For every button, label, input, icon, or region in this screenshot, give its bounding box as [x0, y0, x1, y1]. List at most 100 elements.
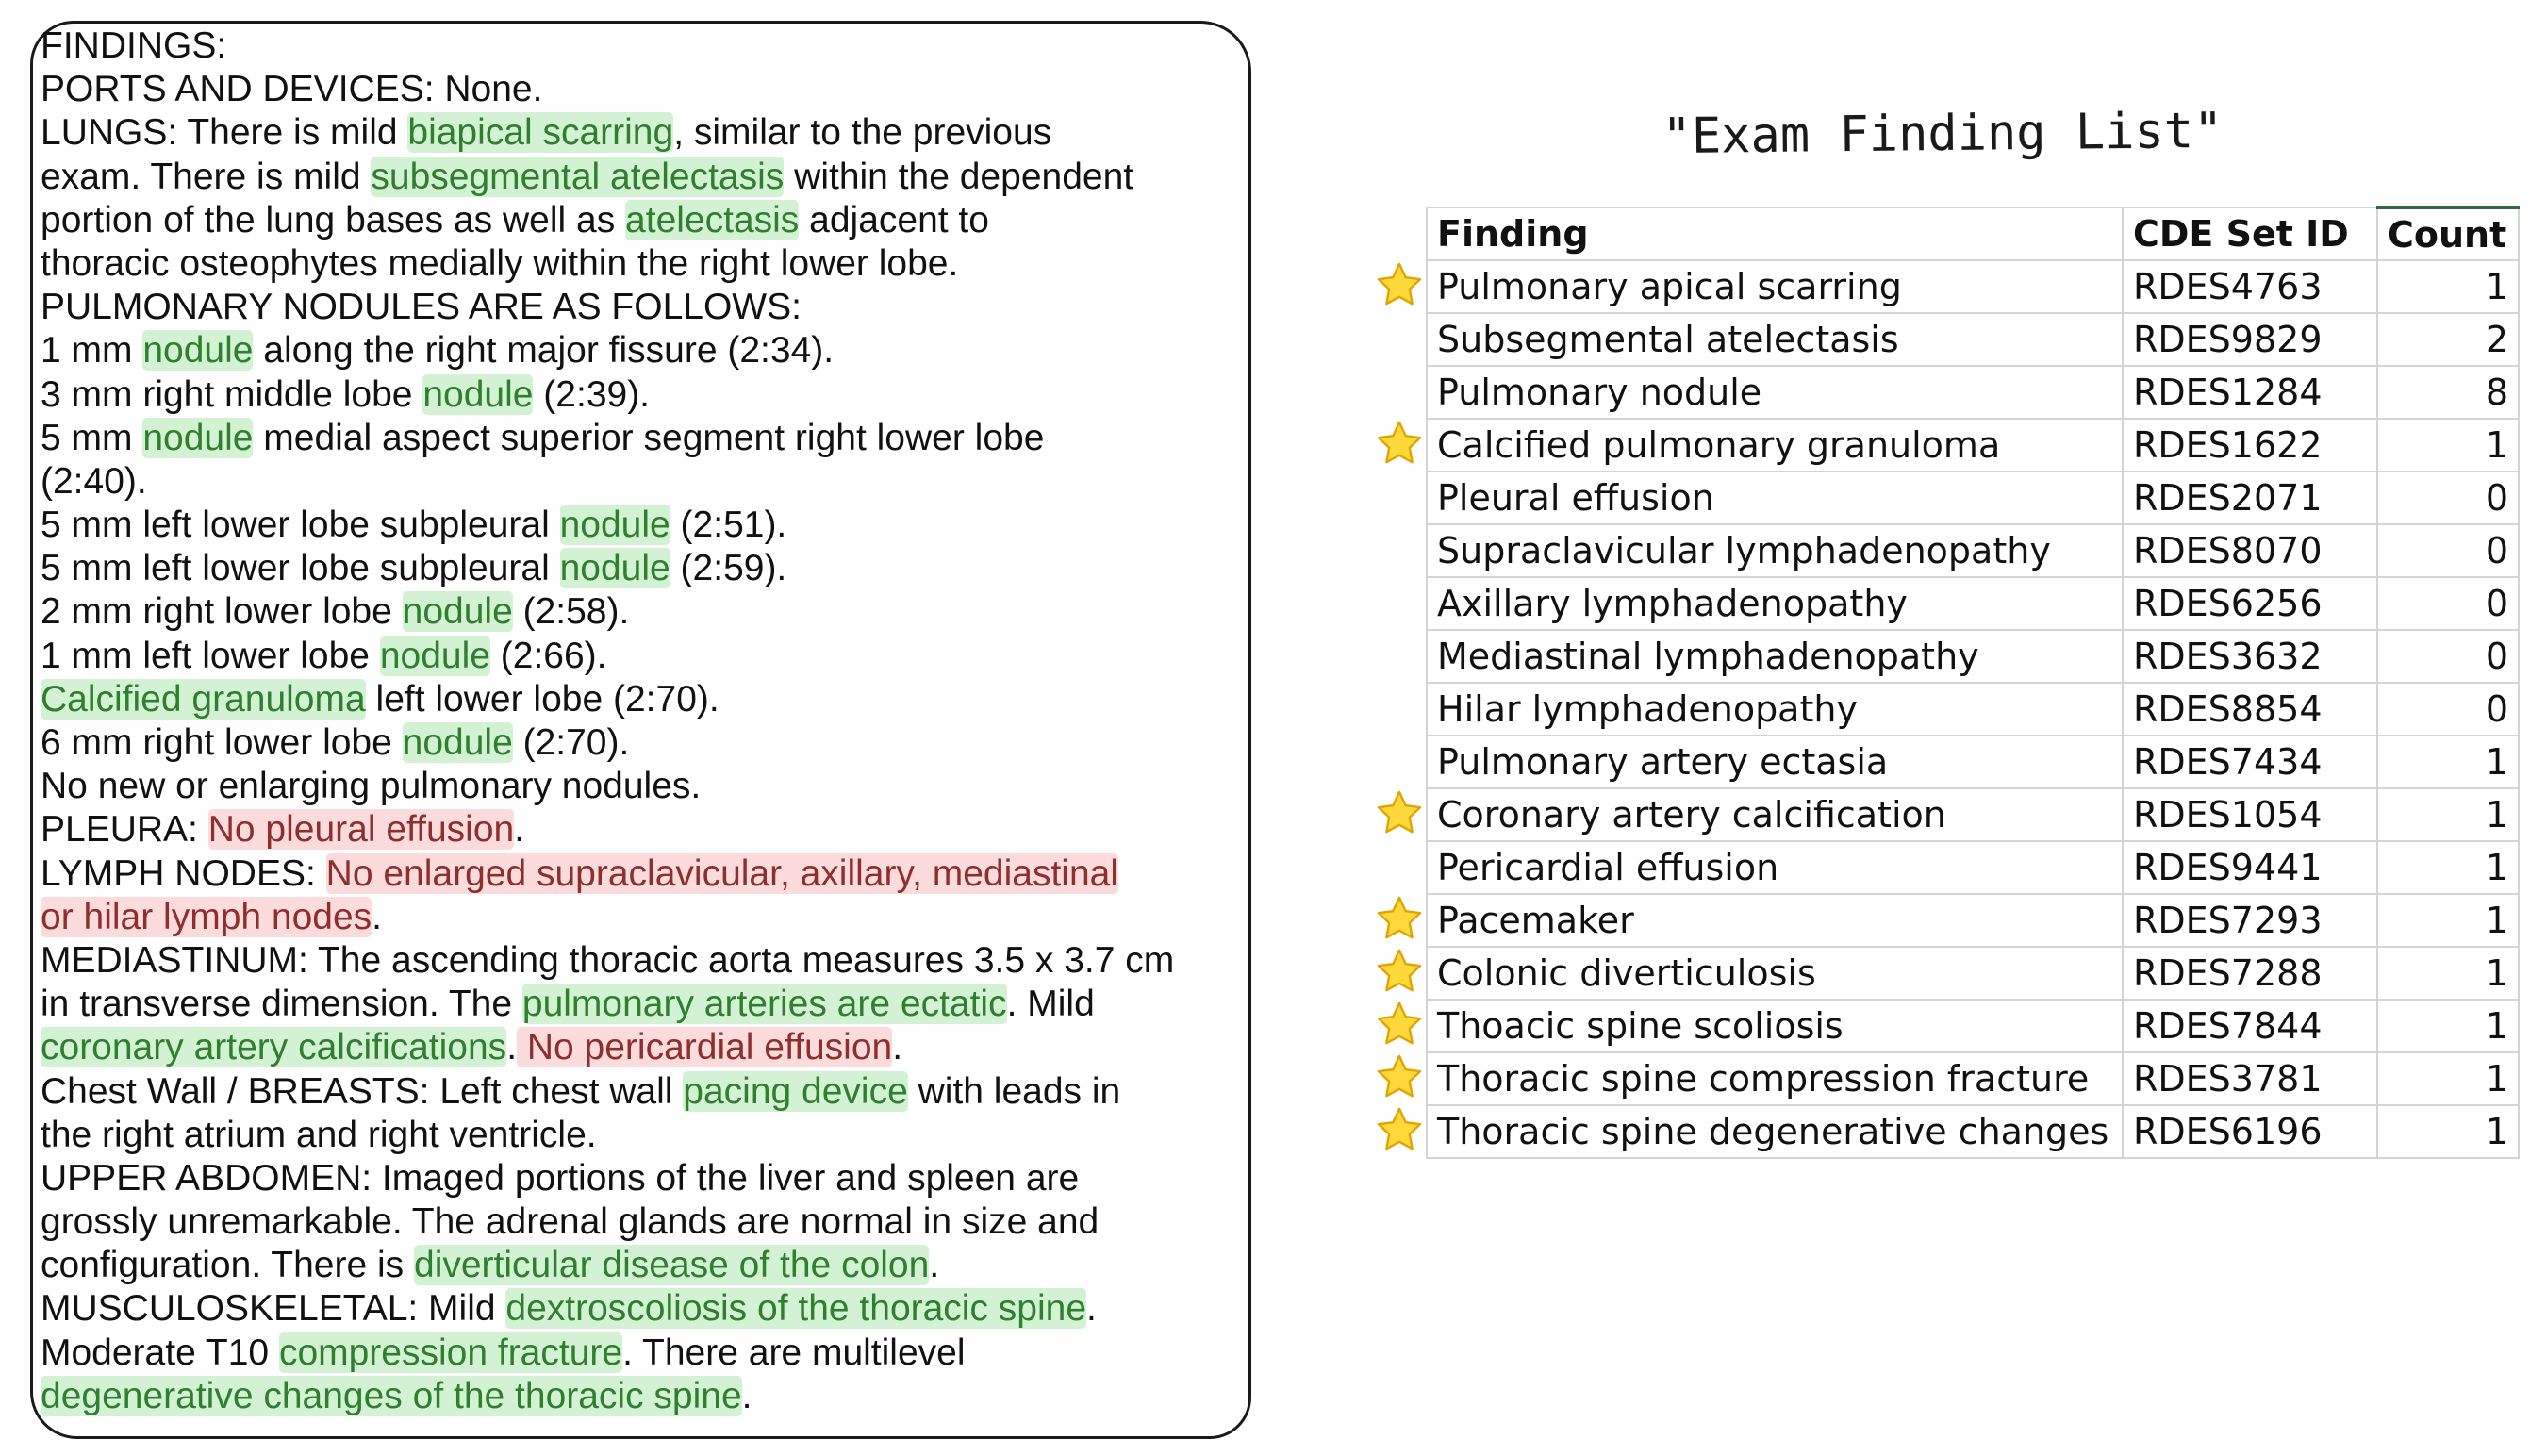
report-text-segment: .: [892, 1027, 903, 1068]
finding-cell: Coronary artery calcification: [1426, 787, 2124, 842]
report-text-segment: . There are multilevel: [622, 1332, 966, 1373]
count-cell: 1: [2376, 787, 2520, 842]
positive-finding-highlight: nodule: [379, 635, 490, 676]
cde-set-id-cell: RDES9441: [2122, 840, 2378, 895]
count-cell: 1: [2376, 1104, 2520, 1159]
cde-set-id-cell: RDES8070: [2122, 523, 2378, 578]
report-text-segment: .: [929, 1245, 940, 1286]
report-line: Chest Wall / BREASTS: Left chest wall pa…: [41, 1070, 1238, 1114]
table-header-row: Finding CDE Set ID Count: [1426, 206, 2520, 261]
table-row: Thoacic spine scoliosis RDES7844 1: [1426, 999, 2520, 1053]
report-text-segment: MUSCULOSKELETAL: Mild: [41, 1288, 506, 1330]
report-text-segment: 5 mm: [41, 417, 143, 458]
report-text-segment: 1 mm left lower lobe: [41, 635, 380, 676]
finding-cell: Pulmonary apical scarring: [1426, 259, 2124, 314]
report-line: 3 mm right middle lobe nodule (2:39).: [41, 373, 1238, 417]
report-line: 5 mm left lower lobe subpleural nodule (…: [41, 504, 1238, 547]
negative-finding-highlight: No enlarged supraclavicular, axillary, m…: [325, 852, 1119, 894]
count-cell: 0: [2376, 523, 2520, 578]
negative-finding-highlight: No pleural effusion: [207, 809, 515, 851]
star-icon: [1377, 896, 1422, 939]
finding-cell: Hilar lymphadenopathy: [1426, 682, 2124, 736]
report-text-segment: .: [506, 1027, 518, 1068]
report-text-segment: adjacent to: [799, 199, 989, 240]
finding-column-header: Finding: [1426, 207, 2124, 261]
finding-cell: Thoracic spine degenerative changes: [1426, 1104, 2124, 1159]
positive-finding-highlight: subsegmental atelectasis: [371, 156, 785, 197]
report-line: coronary artery calcifications. No peric…: [41, 1026, 1238, 1069]
report-line: degenerative changes of the thoracic spi…: [41, 1375, 1238, 1418]
report-text-segment: 5 mm left lower lobe subpleural: [41, 548, 560, 589]
cde-set-id-cell: RDES7293: [2122, 893, 2378, 948]
positive-finding-highlight: nodule: [402, 591, 513, 633]
finding-cell: Supraclavicular lymphadenopathy: [1426, 523, 2124, 578]
count-cell: 1: [2376, 946, 2520, 1001]
star-icon: [1377, 262, 1422, 306]
count-cell: 1: [2376, 1051, 2520, 1106]
count-cell: 8: [2376, 365, 2520, 420]
report-text-segment: exam. There is mild: [41, 156, 372, 197]
report-text-segment: UPPER ABDOMEN: Imaged portions of the li…: [41, 1157, 1080, 1199]
finding-cell: Thoracic spine compression fracture: [1426, 1051, 2124, 1106]
count-cell: 1: [2376, 893, 2520, 948]
report-text-segment: PULMONARY NODULES ARE AS FOLLOWS:: [41, 287, 802, 328]
cde-set-id-cell: RDES1284: [2122, 365, 2378, 420]
table-row: Coronary artery calcification RDES1054 1: [1426, 787, 2520, 842]
cde-set-id-cell: RDES6256: [2122, 576, 2378, 631]
report-line: exam. There is mild subsegmental atelect…: [41, 156, 1238, 199]
report-text-segment: (2:40).: [41, 460, 147, 502]
report-text-segment: Chest Wall / BREASTS: Left chest wall: [41, 1070, 684, 1112]
report-line: PLEURA: No pleural effusion.: [41, 808, 1238, 852]
positive-finding-highlight: nodule: [402, 722, 513, 763]
table-row: Pulmonary artery ectasia RDES7434 1: [1426, 735, 2520, 789]
exam-finding-table-body: Pulmonary apical scarring RDES4763 1 Subseg…: [1426, 259, 2520, 1159]
finding-cell: Calcified pulmonary granuloma: [1426, 418, 2124, 472]
finding-cell: Thoacic spine scoliosis: [1426, 999, 2124, 1053]
count-cell: 1: [2376, 735, 2520, 789]
table-row: Thoracic spine degenerative changes RDES6…: [1426, 1104, 2520, 1159]
cde-set-id-cell: RDES7844: [2122, 999, 2378, 1053]
report-line: MUSCULOSKELETAL: Mild dextroscoliosis of…: [41, 1287, 1238, 1331]
star-icon: [1377, 790, 1422, 834]
report-line: grossly unremarkable. The adrenal glands…: [41, 1200, 1238, 1244]
report-text-segment: MEDIASTINUM: The ascending thoracic aort…: [41, 939, 1175, 981]
report-text-segment: left lower lobe (2:70).: [365, 678, 719, 720]
report-line: 5 mm left lower lobe subpleural nodule (…: [41, 547, 1238, 590]
report-text-segment: (2:59).: [670, 548, 787, 589]
report-line: 6 mm right lower lobe nodule (2:70).: [41, 721, 1238, 765]
report-text-segment: configuration. There is: [41, 1245, 414, 1286]
report-line: 2 mm right lower lobe nodule (2:58).: [41, 590, 1238, 634]
finding-cell: Mediastinal lymphadenopathy: [1426, 629, 2124, 684]
report-text-segment: with leads in: [907, 1070, 1121, 1112]
report-text-segment: , similar to the previous: [673, 112, 1052, 154]
finding-cell: Pulmonary nodule: [1426, 365, 2124, 420]
report-text-segment: thoracic osteophytes medially within the…: [41, 242, 959, 284]
report-text-segment: . Mild: [1006, 984, 1095, 1025]
report-text-segment: along the right major fissure (2:34).: [253, 330, 835, 372]
table-row: Calcified pulmonary granuloma RDES1622 1: [1426, 418, 2520, 472]
positive-finding-highlight: nodule: [559, 505, 670, 546]
cde-set-id-cell: RDES7434: [2122, 735, 2378, 789]
table-row: Subsegmental atelectasis RDES9829 2: [1426, 312, 2520, 367]
finding-cell: Colonic diverticulosis: [1426, 946, 2124, 1001]
table-row: Hilar lymphadenopathy RDES8854 0: [1426, 682, 2520, 736]
report-line: UPPER ABDOMEN: Imaged portions of the li…: [41, 1157, 1238, 1200]
report-text-segment: Moderate T10: [41, 1332, 279, 1373]
positive-finding-highlight: pacing device: [683, 1070, 908, 1112]
report-text-segment: 1 mm: [41, 330, 143, 372]
positive-finding-highlight: atelectasis: [625, 199, 800, 240]
report-line: in transverse dimension. The pulmonary a…: [41, 983, 1238, 1026]
star-icon: [1377, 1054, 1422, 1098]
count-cell: 2: [2376, 312, 2520, 367]
positive-finding-highlight: nodule: [422, 373, 534, 415]
exam-finding-table-container: Finding CDE Set ID Count Pulmonary apica…: [1377, 206, 2520, 1196]
count-cell: 0: [2376, 682, 2520, 736]
report-text-segment: medial aspect superior segment right low…: [253, 417, 1045, 458]
report-text-segment: 5 mm left lower lobe subpleural: [41, 505, 560, 546]
report-line: portion of the lung bases as well as ate…: [41, 199, 1238, 242]
report-text-segment: .: [372, 896, 383, 937]
star-icon: [1377, 1001, 1422, 1045]
report-line: MEDIASTINUM: The ascending thoracic aort…: [41, 939, 1238, 983]
report-text-segment: (2:51).: [670, 505, 787, 546]
cde-set-id-cell: RDES3781: [2122, 1051, 2378, 1106]
